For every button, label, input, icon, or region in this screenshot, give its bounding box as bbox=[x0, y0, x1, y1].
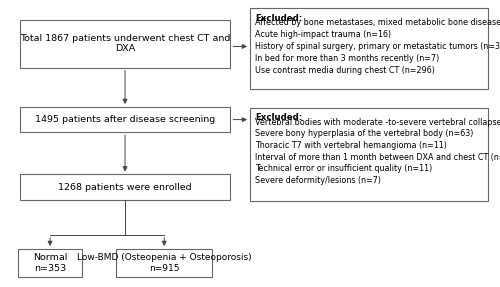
Bar bbox=[20, 20, 231, 67]
Bar bbox=[250, 108, 488, 201]
Bar bbox=[20, 174, 231, 200]
Text: History of spinal surgery, primary or metastatic tumors (n=33): History of spinal surgery, primary or me… bbox=[255, 42, 500, 51]
Text: Vertebral bodies with moderate -to-severe vertebral collapse  (n=39): Vertebral bodies with moderate -to-sever… bbox=[255, 118, 500, 127]
Bar bbox=[250, 9, 488, 89]
Text: Excluded:: Excluded: bbox=[255, 113, 302, 122]
Text: Affected by bone metastases, mixed metabolic bone diseases (n=20): Affected by bone metastases, mixed metab… bbox=[255, 18, 500, 27]
Text: Excluded:: Excluded: bbox=[255, 13, 302, 23]
Text: In bed for more than 3 months recently (n=7): In bed for more than 3 months recently (… bbox=[255, 54, 439, 63]
Bar bbox=[116, 249, 212, 277]
Text: Acute high-impact trauma (n=16): Acute high-impact trauma (n=16) bbox=[255, 30, 391, 39]
Text: Interval of more than 1 month between DXA and chest CT (n=26): Interval of more than 1 month between DX… bbox=[255, 152, 500, 162]
Bar bbox=[18, 249, 82, 277]
Text: Technical error or insufficient quality (n=11): Technical error or insufficient quality … bbox=[255, 164, 432, 173]
Text: Use contrast media during chest CT (n=296): Use contrast media during chest CT (n=29… bbox=[255, 66, 435, 75]
Text: Total 1867 patients underwent chest CT and
DXA: Total 1867 patients underwent chest CT a… bbox=[20, 34, 230, 53]
Text: Normal
n=353: Normal n=353 bbox=[33, 253, 68, 273]
Text: Severe bony hyperplasia of the vertebral body (n=63): Severe bony hyperplasia of the vertebral… bbox=[255, 129, 474, 138]
Text: Thoracic T7 with vertebral hemangioma (n=11): Thoracic T7 with vertebral hemangioma (n… bbox=[255, 141, 447, 150]
Text: 1268 patients were enrolled: 1268 patients were enrolled bbox=[58, 183, 192, 192]
Text: Low-BMD (Osteopenia + Osteoporosis)
n=915: Low-BMD (Osteopenia + Osteoporosis) n=91… bbox=[77, 253, 252, 273]
Text: Severe deformity/lesions (n=7): Severe deformity/lesions (n=7) bbox=[255, 176, 381, 185]
Bar bbox=[20, 107, 231, 132]
Text: 1495 patients after disease screening: 1495 patients after disease screening bbox=[35, 115, 215, 124]
